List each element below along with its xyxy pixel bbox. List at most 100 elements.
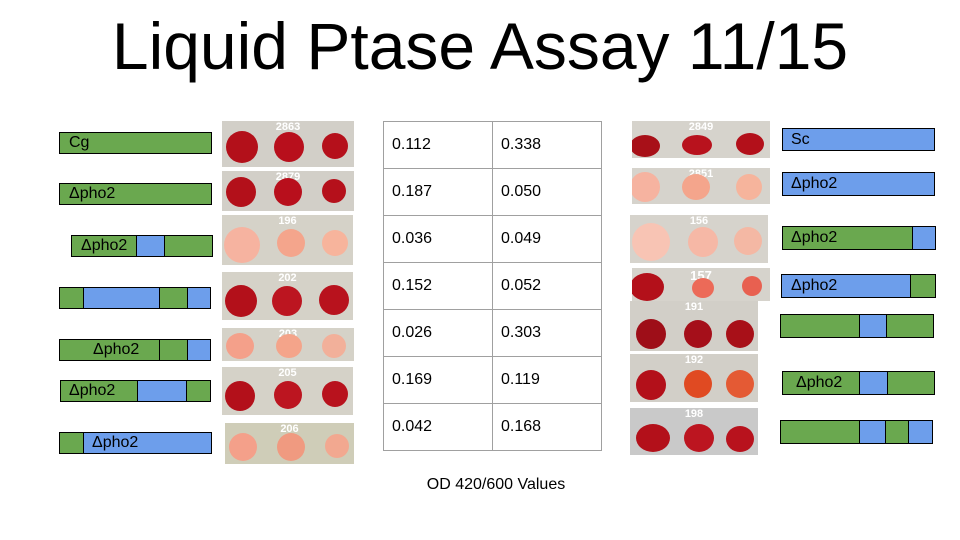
table-cell: 0.036: [383, 215, 493, 263]
colony: [276, 334, 302, 358]
table-cell: 0.168: [492, 403, 602, 451]
plate-number: 156: [689, 215, 709, 227]
colony: [226, 177, 256, 207]
segment-green: [59, 432, 84, 454]
colony: [277, 229, 305, 257]
plate-photo-196: 196: [222, 215, 353, 265]
plate-photo-2851: 2851: [632, 168, 770, 204]
colony: [636, 424, 670, 452]
construct-label: Cg: [69, 134, 90, 151]
plate-number: 192: [684, 354, 704, 366]
od-values-table: 0.112 0.338 0.187 0.050 0.036 0.049 0.152 0.…: [383, 121, 602, 451]
segment-green: [159, 287, 188, 309]
construct-label: Δpho2: [93, 341, 140, 358]
colony: [684, 320, 712, 348]
colony: [692, 278, 714, 298]
table-row: 0.152 0.052: [383, 262, 602, 310]
plate-number: 2863: [275, 121, 301, 133]
segment-blue: [137, 380, 187, 402]
plate-photo-157: 157: [632, 268, 770, 301]
colony: [688, 227, 718, 257]
plate-photo-2849: 2849: [632, 121, 770, 158]
segment-blue: [859, 371, 888, 395]
segment-green: [59, 287, 84, 309]
construct-bar-cg: Cg: [59, 132, 212, 154]
table-cell: 0.119: [492, 356, 602, 404]
segment-blue: [782, 172, 935, 196]
construct-label: Δpho2: [796, 374, 843, 391]
plate-photo-205: 205: [222, 367, 353, 415]
colony: [684, 370, 712, 398]
construct-bar-198: [780, 420, 933, 444]
colony: [225, 381, 255, 411]
construct-bar-191: [780, 314, 934, 338]
construct-label: Δpho2: [69, 185, 116, 202]
construct-label: Δpho2: [69, 382, 116, 399]
page-title: Liquid Ptase Assay 11/15: [111, 9, 849, 83]
plate-photo-2863: 2863: [222, 121, 354, 167]
colony: [322, 230, 348, 256]
colony: [226, 131, 258, 163]
colony: [325, 434, 349, 458]
colony: [736, 133, 764, 155]
segment-blue: [136, 235, 165, 257]
segment-blue: [83, 287, 160, 309]
construct-label: Δpho2: [81, 237, 128, 254]
colony: [632, 273, 664, 301]
colony: [225, 285, 257, 317]
segment-green: [164, 235, 213, 257]
segment-green: [59, 183, 212, 205]
table-row: 0.026 0.303: [383, 309, 602, 357]
colony: [274, 381, 302, 409]
table-cell: 0.049: [492, 215, 602, 263]
colony: [632, 172, 660, 202]
segment-blue: [187, 287, 211, 309]
construct-label: Δpho2: [791, 175, 838, 192]
segment-green: [885, 420, 909, 444]
segment-blue: [187, 339, 211, 361]
construct-bar-156: Δpho2: [782, 226, 936, 250]
colony: [736, 174, 762, 200]
colony: [272, 286, 302, 316]
colony: [322, 133, 348, 159]
colony: [319, 285, 349, 315]
construct-label: Δpho2: [92, 434, 139, 451]
colony: [636, 319, 666, 349]
construct-bar-cg-pho2: Δpho2: [59, 183, 212, 205]
table-row: 0.042 0.168: [383, 403, 602, 451]
construct-label: Δpho2: [791, 229, 838, 246]
colony: [226, 333, 254, 359]
construct-bar-157: Δpho2: [781, 274, 936, 298]
table-cell: 0.112: [383, 121, 493, 169]
plate-number: 206: [280, 423, 299, 435]
plate-number: 191: [684, 301, 704, 313]
plate-number: 202: [278, 272, 297, 284]
table-row: 0.169 0.119: [383, 356, 602, 404]
construct-bar-sc: Sc: [782, 128, 935, 151]
plate-photo-191: 191: [630, 301, 758, 351]
construct-bar-196: Δpho2: [71, 235, 213, 257]
colony: [726, 426, 754, 452]
colony: [636, 370, 666, 400]
colony: [322, 381, 348, 407]
table-row: 0.187 0.050: [383, 168, 602, 216]
colony: [682, 135, 712, 155]
segment-green: [780, 420, 860, 444]
table-cell: 0.303: [492, 309, 602, 357]
plate-photo-203: 203: [222, 328, 354, 361]
construct-label: Δpho2: [791, 277, 838, 294]
table-caption: OD 420/600 Values: [426, 476, 566, 493]
table-cell: 0.050: [492, 168, 602, 216]
colony: [229, 433, 257, 461]
table-row: 0.112 0.338: [383, 121, 602, 169]
segment-green: [159, 339, 188, 361]
plate-number: 196: [278, 215, 297, 227]
segment-green: [910, 274, 936, 298]
colony: [274, 178, 302, 206]
colony: [682, 174, 710, 200]
table-cell: 0.026: [383, 309, 493, 357]
colony: [734, 227, 762, 255]
colony: [726, 370, 754, 398]
construct-bar-206: Δpho2: [59, 432, 212, 454]
table-cell: 0.152: [383, 262, 493, 310]
